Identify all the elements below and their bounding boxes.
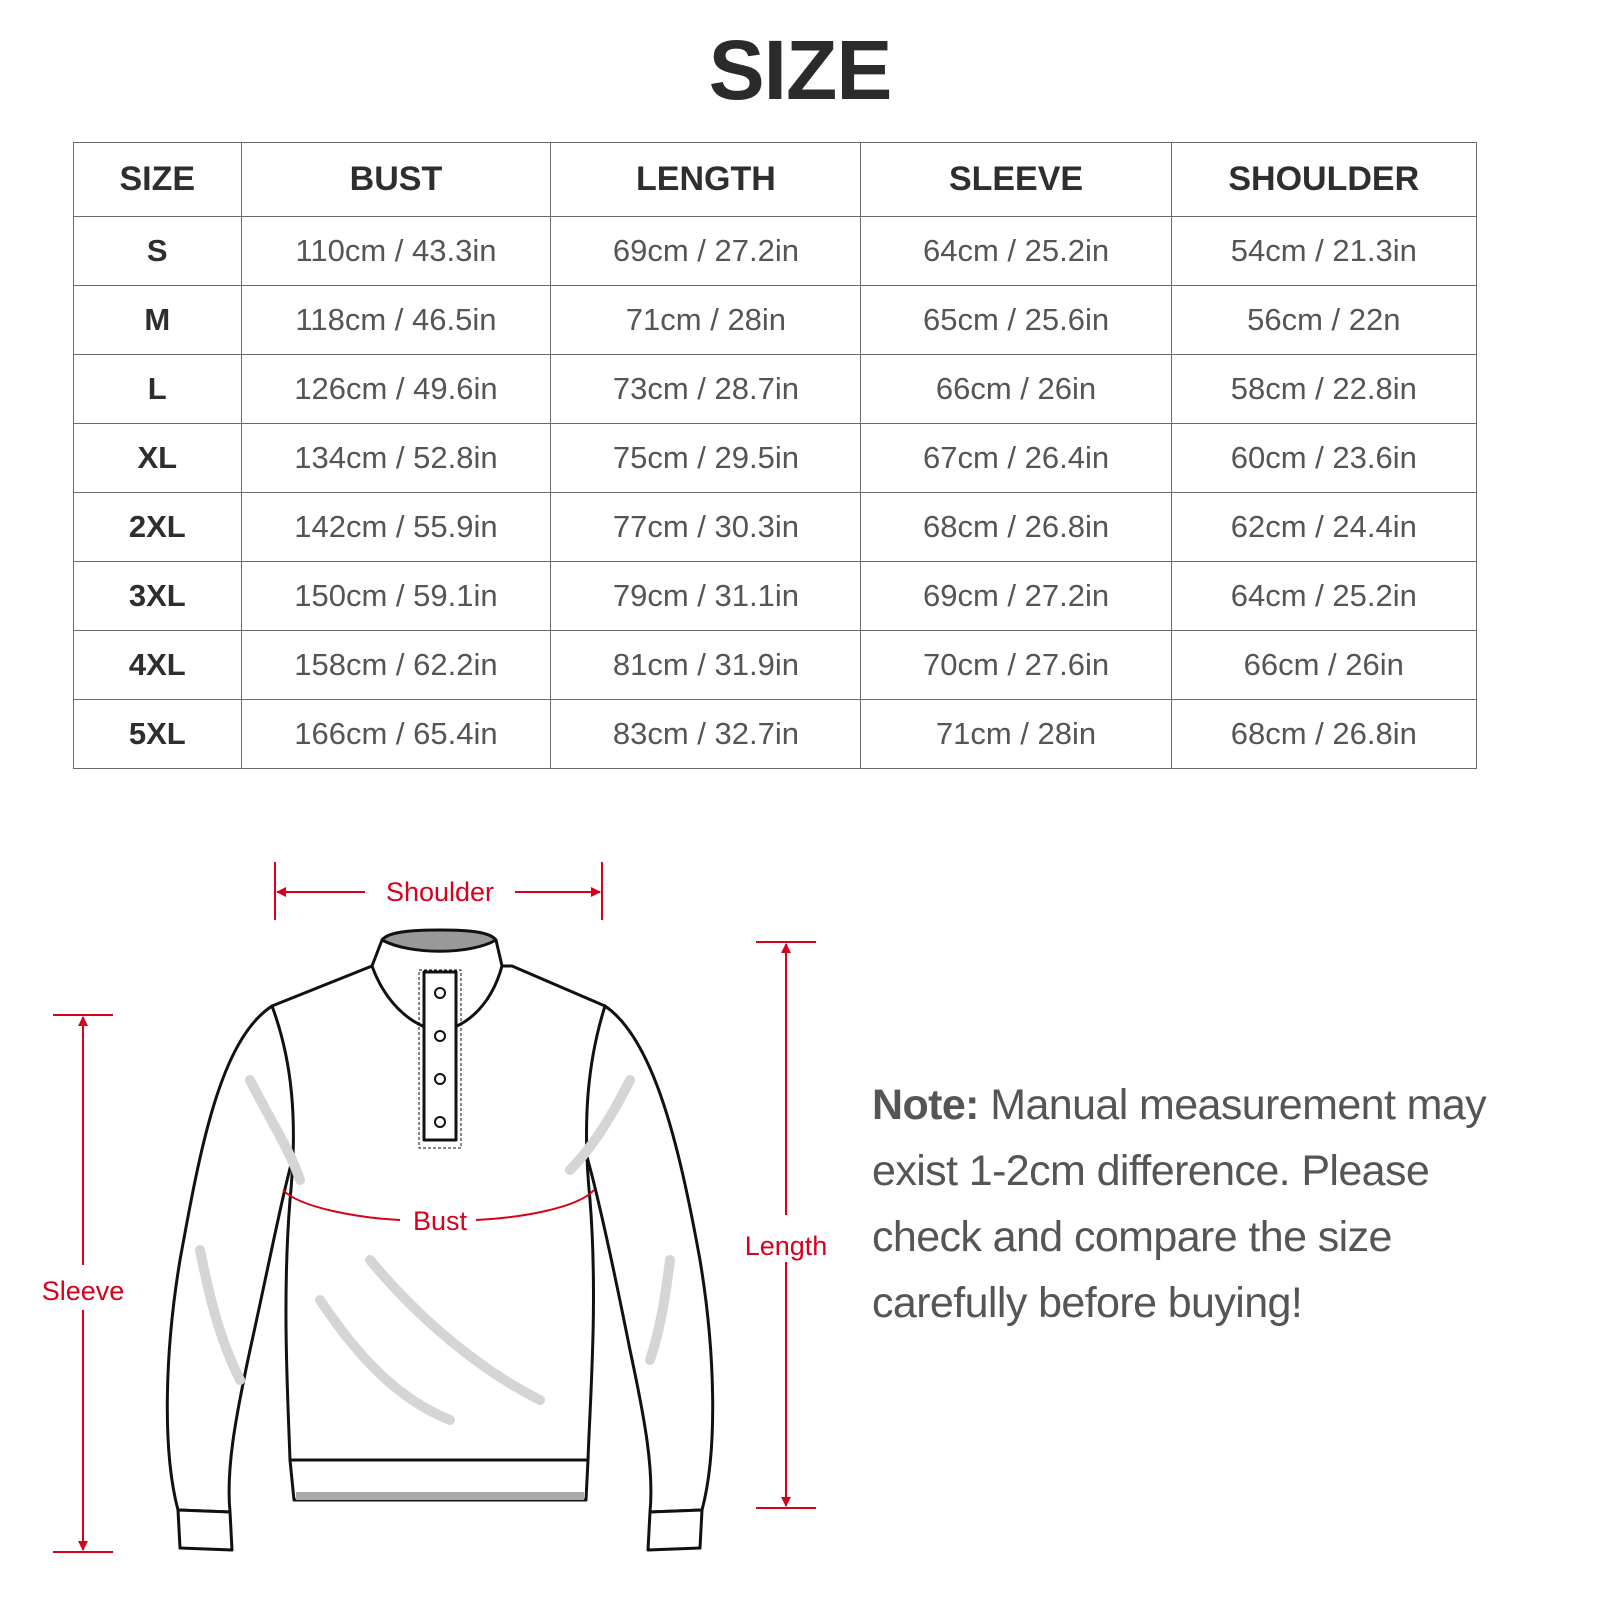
measurement-cell: 150cm / 59.1in [240, 561, 552, 631]
bust-label: Bust [413, 1206, 468, 1236]
table-row: 3XL 150cm / 59.1in 79cm / 31.1in 69cm / 27.… [73, 561, 1478, 631]
measurement-cell: 56cm / 22n [1170, 285, 1478, 355]
size-cell: M [73, 285, 242, 355]
note-label: Note: [872, 1081, 979, 1129]
measurement-cell: 64cm / 25.2in [1170, 561, 1478, 631]
note-text: Note: Manual measurement may exist 1-2cm… [872, 1072, 1512, 1336]
measurement-cell: 71cm / 28in [550, 285, 862, 355]
fabric-shading [195, 1075, 675, 1425]
table-row: 2XL 142cm / 55.9in 77cm / 30.3in 68cm / 26.… [73, 492, 1478, 562]
measurement-cell: 77cm / 30.3in [550, 492, 862, 562]
size-cell: L [73, 354, 242, 424]
table-row: S 110cm / 43.3in 69cm / 27.2in 64cm / 25.2i… [73, 216, 1478, 286]
measurement-cell: 68cm / 26.8in [1170, 699, 1478, 769]
measurement-cell: 142cm / 55.9in [240, 492, 552, 562]
size-cell: S [73, 216, 242, 286]
column-header-length: LENGTH [550, 142, 862, 217]
size-cell: 5XL [73, 699, 242, 769]
measurement-cell: 67cm / 26.4in [860, 423, 1172, 493]
table-row: L 126cm / 49.6in 73cm / 28.7in 66cm / 26in 5… [73, 354, 1478, 424]
table-row: 5XL 166cm / 65.4in 83cm / 32.7in 71cm / 28i… [73, 699, 1478, 769]
measurement-cell: 69cm / 27.2in [550, 216, 862, 286]
size-cell: 2XL [73, 492, 242, 562]
measurement-cell: 166cm / 65.4in [240, 699, 552, 769]
measurement-cell: 60cm / 23.6in [1170, 423, 1478, 493]
measurement-cell: 81cm / 31.9in [550, 630, 862, 700]
measurement-cell: 69cm / 27.2in [860, 561, 1172, 631]
table-row: M 118cm / 46.5in 71cm / 28in 65cm / 25.6in 5… [73, 285, 1478, 355]
measurement-cell: 66cm / 26in [860, 354, 1172, 424]
table-row: XL 134cm / 52.8in 75cm / 29.5in 67cm / 26.4… [73, 423, 1478, 493]
column-header-sleeve: SLEEVE [860, 142, 1172, 217]
measurement-cell: 79cm / 31.1in [550, 561, 862, 631]
size-cell: 3XL [73, 561, 242, 631]
measurement-cell: 68cm / 26.8in [860, 492, 1172, 562]
measurement-cell: 58cm / 22.8in [1170, 354, 1478, 424]
measurement-cell: 54cm / 21.3in [1170, 216, 1478, 286]
sleeve-label: Sleeve [42, 1276, 125, 1306]
measurement-cell: 83cm / 32.7in [550, 699, 862, 769]
measurement-cell: 66cm / 26in [1170, 630, 1478, 700]
measurement-cell: 118cm / 46.5in [240, 285, 552, 355]
length-label: Length [745, 1231, 828, 1261]
note-body: Manual measurement may exist 1-2cm diffe… [872, 1081, 1487, 1327]
measurement-cell: 134cm / 52.8in [240, 423, 552, 493]
table-header-row: SIZE BUST LENGTH SLEEVE SHOULDER [73, 142, 1478, 217]
size-cell: 4XL [73, 630, 242, 700]
measurement-cell: 126cm / 49.6in [240, 354, 552, 424]
shoulder-label: Shoulder [386, 877, 494, 907]
measurement-cell: 71cm / 28in [860, 699, 1172, 769]
sweatshirt-icon [165, 928, 715, 1552]
measurement-cell: 110cm / 43.3in [240, 216, 552, 286]
column-header-size: SIZE [73, 142, 242, 217]
measurement-cell: 62cm / 24.4in [1170, 492, 1478, 562]
measurement-cell: 73cm / 28.7in [550, 354, 862, 424]
page-title: SIZE [708, 23, 893, 117]
size-table: SIZE BUST LENGTH SLEEVE SHOULDER S 110cm / 43… [73, 142, 1478, 769]
measurement-cell: 158cm / 62.2in [240, 630, 552, 700]
measurement-cell: 65cm / 25.6in [860, 285, 1172, 355]
column-header-shoulder: SHOULDER [1170, 142, 1478, 217]
measurement-cell: 75cm / 29.5in [550, 423, 862, 493]
